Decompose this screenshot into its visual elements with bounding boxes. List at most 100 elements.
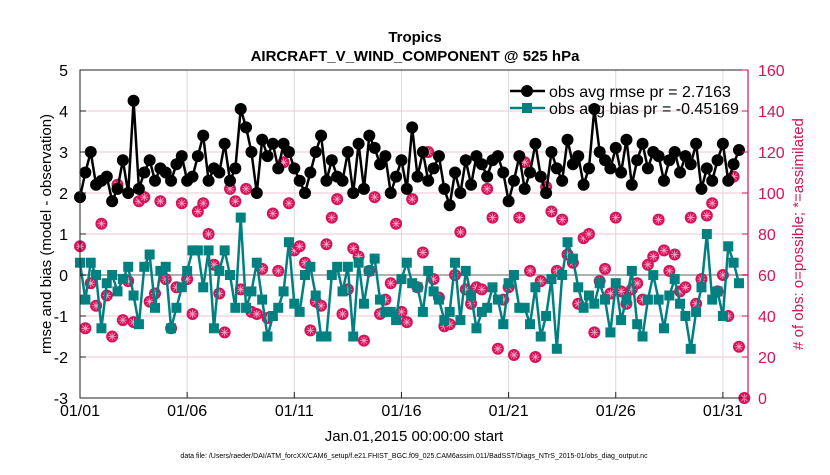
bias-point xyxy=(160,261,171,272)
bias-point xyxy=(621,294,632,305)
rmse-point xyxy=(197,129,210,142)
asterisk-icon xyxy=(493,344,502,353)
rmse-point xyxy=(352,137,365,150)
bias-point xyxy=(632,319,643,330)
obs-count-point xyxy=(700,209,713,222)
asterisk-icon xyxy=(526,266,535,275)
asterisk-icon xyxy=(231,197,240,206)
rmse-point xyxy=(224,174,237,187)
x-tick-label: 01/01 xyxy=(60,403,100,420)
asterisk-icon xyxy=(429,275,438,284)
asterisk-icon xyxy=(92,301,101,310)
x-tick-label: 01/26 xyxy=(596,403,636,420)
bias-point xyxy=(466,290,477,301)
rmse-point xyxy=(390,170,403,183)
bias-point xyxy=(332,261,343,272)
bias-point xyxy=(691,306,702,317)
rmse-point xyxy=(288,162,301,175)
right-tick-label: 20 xyxy=(758,350,776,367)
asterisk-icon xyxy=(140,193,149,202)
right-tick-label: 60 xyxy=(758,268,776,285)
asterisk-icon xyxy=(617,287,626,296)
series-layer xyxy=(74,94,751,404)
bias-point xyxy=(610,278,621,289)
bias-point xyxy=(300,270,311,280)
rmse-point xyxy=(272,162,285,175)
rmse-point xyxy=(336,174,349,187)
asterisk-icon xyxy=(563,250,572,259)
asterisk-icon xyxy=(252,309,261,318)
rmse-point xyxy=(438,182,451,195)
obs-count-point xyxy=(175,197,188,210)
bias-point xyxy=(514,302,525,313)
legend-bias-label: obs avg bias pr = -0.45169 xyxy=(549,101,739,118)
bias-point xyxy=(182,265,193,276)
bias-point xyxy=(696,282,707,293)
bias-point xyxy=(519,302,530,313)
bias-point xyxy=(326,270,337,280)
obs-count-point xyxy=(481,182,494,195)
rmse-point xyxy=(529,137,542,150)
rmse-point xyxy=(422,174,435,187)
rmse-point xyxy=(234,102,247,115)
legend-rmse-marker xyxy=(521,85,533,97)
obs-count-point xyxy=(406,193,419,206)
obs-count-point xyxy=(293,240,306,253)
bias-point xyxy=(348,331,359,342)
bias-point xyxy=(305,261,316,272)
obs-count-point xyxy=(224,182,237,195)
bias-point xyxy=(80,294,91,305)
bias-point xyxy=(176,282,187,293)
rmse-point xyxy=(250,187,263,199)
rmse-point xyxy=(657,174,670,187)
bias-point xyxy=(648,270,659,280)
asterisk-icon xyxy=(236,285,245,294)
rmse-point xyxy=(534,170,547,183)
y-axis-label-left: rmse and bias (model - observation) xyxy=(38,114,55,354)
rmse-point xyxy=(149,174,162,187)
bias-point xyxy=(396,274,407,285)
bias-point xyxy=(482,302,493,313)
obs-count-point xyxy=(229,195,242,208)
bias-point xyxy=(128,290,139,301)
obs-count-point xyxy=(513,211,526,224)
obs-count-point xyxy=(609,211,622,224)
rmse-point xyxy=(240,121,253,134)
rmse-point xyxy=(79,166,92,179)
rmse-point xyxy=(266,137,279,150)
bias-point xyxy=(96,323,107,334)
obs-count-point xyxy=(266,207,279,220)
bias-point xyxy=(112,286,123,297)
bias-point xyxy=(487,282,498,293)
asterisk-icon xyxy=(574,299,583,308)
y-tick-label: 3 xyxy=(59,145,68,162)
bias-point xyxy=(391,315,402,326)
obs-count-point xyxy=(475,283,488,296)
rmse-point xyxy=(475,158,488,171)
asterisk-icon xyxy=(627,285,636,294)
bias-point xyxy=(171,302,182,313)
rmse-point xyxy=(406,121,419,134)
obs-count-point xyxy=(368,191,381,204)
rmse-point xyxy=(497,166,510,179)
asterisk-icon xyxy=(188,309,197,318)
bias-point xyxy=(273,302,284,313)
asterisk-icon xyxy=(108,332,117,341)
bias-point xyxy=(294,306,305,317)
rmse-point xyxy=(427,162,440,175)
x-tick-label: 01/06 xyxy=(167,403,207,420)
asterisk-icon xyxy=(456,227,465,236)
asterisk-icon xyxy=(724,312,733,320)
legend-rmse-label: obs avg rmse pr = 2.7163 xyxy=(549,84,731,101)
rmse-point xyxy=(690,137,703,150)
asterisk-icon xyxy=(258,264,267,273)
rmse-point xyxy=(465,178,478,191)
bias-point xyxy=(289,298,300,309)
obs-count-point xyxy=(79,322,92,335)
bias-point xyxy=(310,290,321,301)
bias-point xyxy=(557,270,568,280)
bias-point xyxy=(369,253,380,264)
obs-count-point xyxy=(331,193,344,206)
asterisk-icon xyxy=(397,307,406,316)
rmse-point xyxy=(341,146,354,158)
